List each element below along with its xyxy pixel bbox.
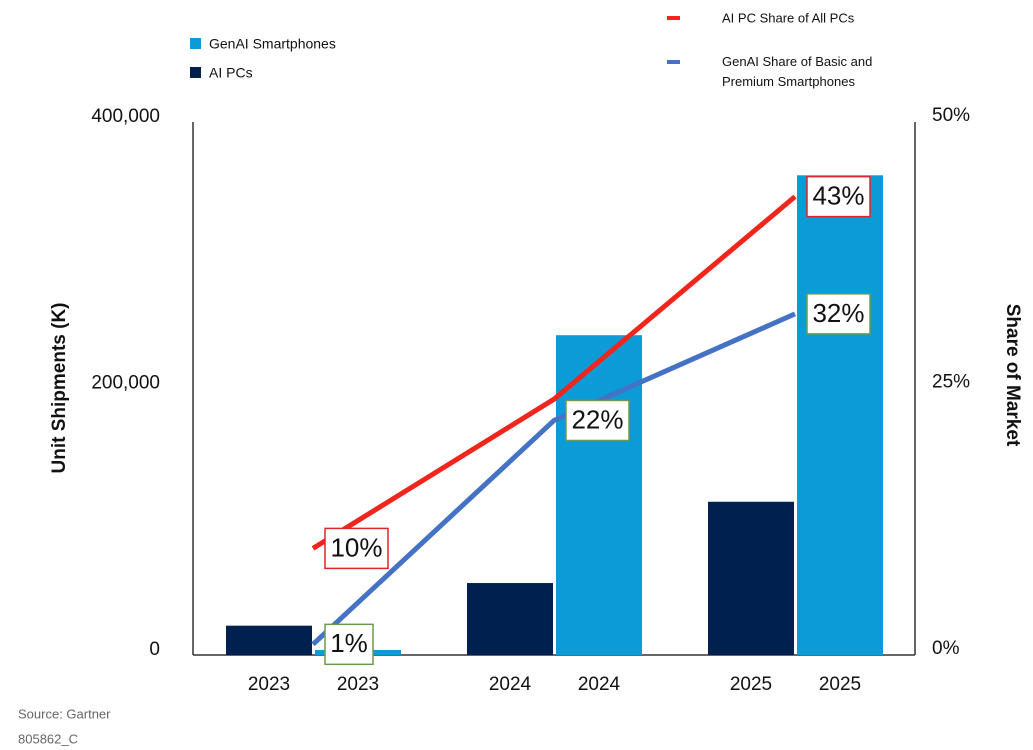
y-tick-label: 400,000 (91, 106, 160, 127)
y2-tick-label: 0% (932, 638, 960, 659)
value-label: 10% (330, 532, 382, 562)
y2-axis-label: Share of Market (1002, 304, 1023, 447)
bar (708, 501, 794, 655)
legend-swatch (190, 67, 201, 78)
y2-tick-label: 25% (932, 372, 970, 393)
value-label-box (806, 175, 871, 218)
code: 805862_C (18, 731, 78, 746)
bar (467, 583, 553, 655)
legend-label: GenAI Smartphones (209, 36, 336, 52)
x-tick-label: 2024 (489, 674, 532, 695)
bar (797, 175, 883, 656)
line-series (311, 194, 797, 551)
x-tick-label: 2024 (578, 674, 621, 695)
legend-label: GenAI Share of Basic and Premium Smartph… (722, 54, 873, 89)
legend-label: AI PCs (209, 65, 253, 81)
legend-swatch (190, 38, 201, 49)
value-label-box (324, 527, 389, 570)
x-tick-label: 2025 (819, 674, 861, 695)
value-label-box (565, 399, 630, 442)
y-tick-label: 0 (149, 639, 160, 660)
value-label-box (806, 293, 871, 335)
source: Source: Gartner (18, 706, 111, 721)
y-tick-label: 200,000 (91, 373, 160, 394)
x-tick-label: 2023 (248, 674, 290, 695)
bar (556, 335, 642, 655)
value-label: 1% (330, 628, 368, 658)
y-axis-label: Unit Shipments (K) (49, 303, 70, 474)
value-label: 43% (812, 180, 864, 210)
value-label: 32% (812, 298, 864, 328)
line-series (311, 311, 797, 647)
x-tick-label: 2025 (730, 674, 772, 695)
x-tick-label: 2023 (337, 674, 379, 695)
value-label-box (324, 623, 374, 666)
legend-label: AI PC Share of All PCs (722, 10, 855, 25)
value-label: 22% (571, 404, 623, 434)
y2-tick-label: 50% (932, 105, 970, 126)
bar (226, 625, 312, 655)
